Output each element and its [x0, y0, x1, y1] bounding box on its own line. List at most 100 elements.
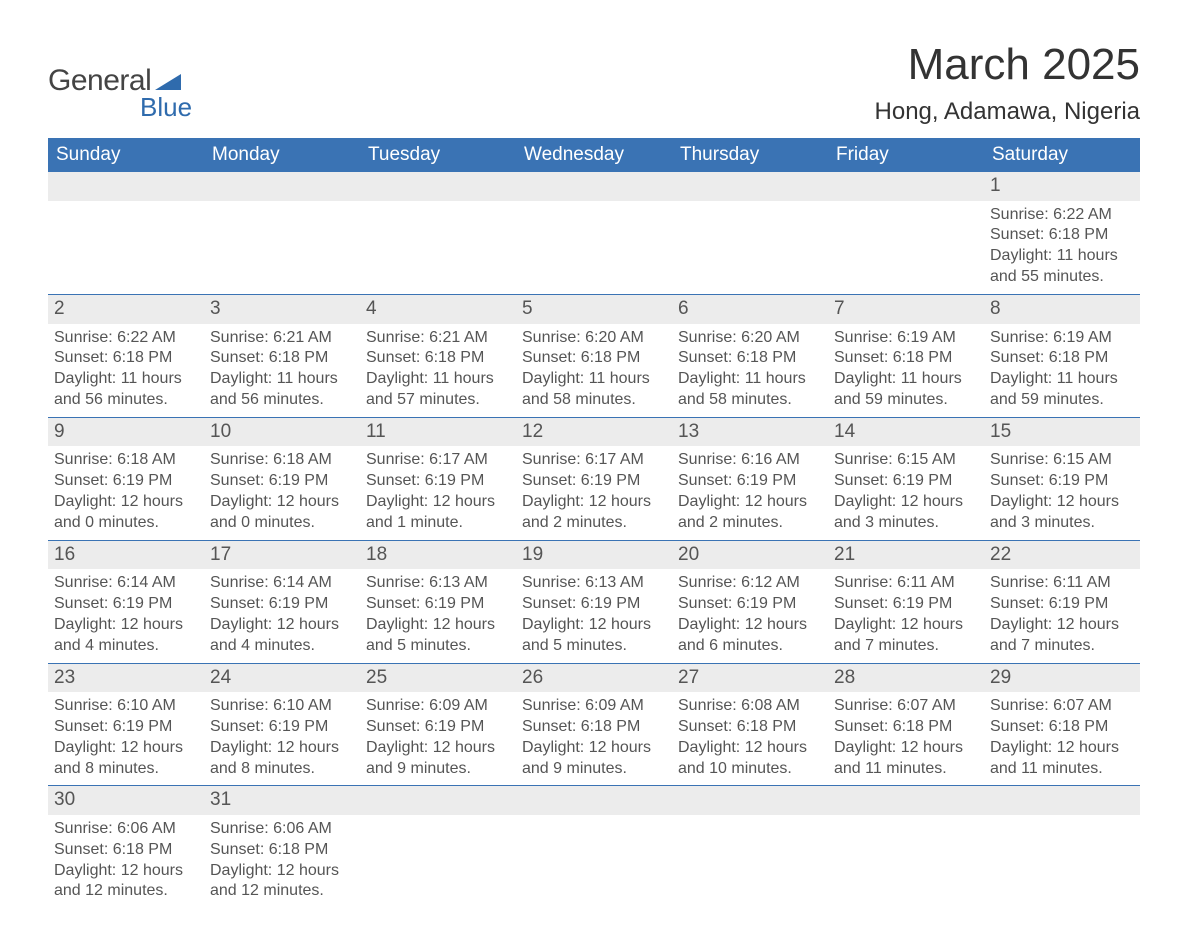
day-number-cell: 17 [204, 540, 360, 569]
daylight-line: Daylight: 12 hours and 4 minutes. [210, 615, 354, 657]
day-number-cell: 24 [204, 663, 360, 692]
daylight-line: Daylight: 12 hours and 12 minutes. [210, 861, 354, 903]
sunset-line: Sunset: 6:19 PM [990, 594, 1134, 615]
sunset-line: Sunset: 6:19 PM [834, 594, 978, 615]
day-number-cell: 2 [48, 294, 204, 323]
day-number-cell: 7 [828, 294, 984, 323]
sunrise-line: Sunrise: 6:13 AM [366, 573, 510, 594]
sunset-line: Sunset: 6:18 PM [834, 717, 978, 738]
day-number-cell [516, 172, 672, 201]
day-detail-cell [48, 201, 204, 295]
logo-word2: Blue [140, 92, 192, 123]
sunrise-line: Sunrise: 6:11 AM [834, 573, 978, 594]
day-detail-cell: Sunrise: 6:10 AMSunset: 6:19 PMDaylight:… [204, 692, 360, 786]
day-number-cell: 21 [828, 540, 984, 569]
day-detail-cell: Sunrise: 6:09 AMSunset: 6:18 PMDaylight:… [516, 692, 672, 786]
day-detail-cell: Sunrise: 6:14 AMSunset: 6:19 PMDaylight:… [204, 569, 360, 663]
month-title: March 2025 [875, 40, 1140, 90]
day-detail-cell: Sunrise: 6:14 AMSunset: 6:19 PMDaylight:… [48, 569, 204, 663]
day-detail-cell: Sunrise: 6:22 AMSunset: 6:18 PMDaylight:… [48, 324, 204, 418]
sunrise-line: Sunrise: 6:15 AM [834, 450, 978, 471]
sunrise-line: Sunrise: 6:21 AM [366, 328, 510, 349]
day-number-cell [828, 172, 984, 201]
weekday-header: Monday [204, 138, 360, 172]
daylight-line: Daylight: 12 hours and 11 minutes. [990, 738, 1134, 780]
daylight-line: Daylight: 12 hours and 8 minutes. [210, 738, 354, 780]
day-number-cell [360, 786, 516, 815]
day-number-cell: 3 [204, 294, 360, 323]
daylight-line: Daylight: 11 hours and 58 minutes. [522, 369, 666, 411]
day-number-cell [204, 172, 360, 201]
sunrise-line: Sunrise: 6:10 AM [210, 696, 354, 717]
page-header: General Blue March 2025 Hong, Adamawa, N… [48, 40, 1140, 126]
day-detail-cell: Sunrise: 6:19 AMSunset: 6:18 PMDaylight:… [828, 324, 984, 418]
day-number-cell: 25 [360, 663, 516, 692]
day-number-cell: 11 [360, 417, 516, 446]
day-number-cell: 10 [204, 417, 360, 446]
day-detail-cell: Sunrise: 6:21 AMSunset: 6:18 PMDaylight:… [204, 324, 360, 418]
daylight-line: Daylight: 11 hours and 58 minutes. [678, 369, 822, 411]
day-detail-cell: Sunrise: 6:12 AMSunset: 6:19 PMDaylight:… [672, 569, 828, 663]
day-number-cell: 29 [984, 663, 1140, 692]
day-detail-cell: Sunrise: 6:18 AMSunset: 6:19 PMDaylight:… [48, 446, 204, 540]
sunset-line: Sunset: 6:18 PM [990, 348, 1134, 369]
sunset-line: Sunset: 6:18 PM [678, 717, 822, 738]
day-number-row: 1 [48, 172, 1140, 201]
daylight-line: Daylight: 12 hours and 2 minutes. [678, 492, 822, 534]
sunrise-line: Sunrise: 6:12 AM [678, 573, 822, 594]
day-detail-cell [204, 201, 360, 295]
title-block: March 2025 Hong, Adamawa, Nigeria [875, 40, 1140, 126]
day-detail-cell: Sunrise: 6:15 AMSunset: 6:19 PMDaylight:… [828, 446, 984, 540]
day-number-cell: 27 [672, 663, 828, 692]
day-detail-cell [516, 815, 672, 908]
sunset-line: Sunset: 6:19 PM [210, 594, 354, 615]
daylight-line: Daylight: 11 hours and 55 minutes. [990, 246, 1134, 288]
sunrise-line: Sunrise: 6:10 AM [54, 696, 198, 717]
sunset-line: Sunset: 6:19 PM [522, 594, 666, 615]
daylight-line: Daylight: 12 hours and 2 minutes. [522, 492, 666, 534]
day-number-row: 23242526272829 [48, 663, 1140, 692]
logo: General Blue [48, 64, 192, 123]
day-number-cell: 16 [48, 540, 204, 569]
day-number-cell: 14 [828, 417, 984, 446]
sunset-line: Sunset: 6:19 PM [678, 471, 822, 492]
day-number-cell: 31 [204, 786, 360, 815]
day-detail-cell: Sunrise: 6:20 AMSunset: 6:18 PMDaylight:… [516, 324, 672, 418]
sunset-line: Sunset: 6:18 PM [210, 348, 354, 369]
logo-word1: General [48, 64, 151, 98]
weekday-header: Saturday [984, 138, 1140, 172]
day-number-cell [516, 786, 672, 815]
daylight-line: Daylight: 12 hours and 6 minutes. [678, 615, 822, 657]
sunset-line: Sunset: 6:19 PM [366, 471, 510, 492]
calendar-table: SundayMondayTuesdayWednesdayThursdayFrid… [48, 138, 1140, 908]
day-detail-cell [516, 201, 672, 295]
day-number-cell [672, 786, 828, 815]
sunset-line: Sunset: 6:19 PM [210, 717, 354, 738]
sunset-line: Sunset: 6:18 PM [54, 840, 198, 861]
daylight-line: Daylight: 12 hours and 10 minutes. [678, 738, 822, 780]
sunset-line: Sunset: 6:19 PM [678, 594, 822, 615]
daylight-line: Daylight: 12 hours and 3 minutes. [834, 492, 978, 534]
day-detail-cell [672, 201, 828, 295]
day-number-row: 16171819202122 [48, 540, 1140, 569]
weekday-header: Sunday [48, 138, 204, 172]
day-detail-cell: Sunrise: 6:06 AMSunset: 6:18 PMDaylight:… [204, 815, 360, 908]
day-number-cell: 20 [672, 540, 828, 569]
day-number-cell: 18 [360, 540, 516, 569]
sunrise-line: Sunrise: 6:09 AM [522, 696, 666, 717]
sunrise-line: Sunrise: 6:20 AM [522, 328, 666, 349]
sunrise-line: Sunrise: 6:08 AM [678, 696, 822, 717]
day-detail-cell: Sunrise: 6:11 AMSunset: 6:19 PMDaylight:… [828, 569, 984, 663]
calendar-body: 1 Sunrise: 6:22 AMSunset: 6:18 PMDayligh… [48, 172, 1140, 908]
day-number-cell: 23 [48, 663, 204, 692]
day-number-cell: 8 [984, 294, 1140, 323]
sunrise-line: Sunrise: 6:07 AM [834, 696, 978, 717]
sunrise-line: Sunrise: 6:20 AM [678, 328, 822, 349]
day-detail-cell: Sunrise: 6:21 AMSunset: 6:18 PMDaylight:… [360, 324, 516, 418]
sunset-line: Sunset: 6:19 PM [522, 471, 666, 492]
sunset-line: Sunset: 6:19 PM [834, 471, 978, 492]
sunrise-line: Sunrise: 6:09 AM [366, 696, 510, 717]
sunrise-line: Sunrise: 6:15 AM [990, 450, 1134, 471]
day-number-cell: 9 [48, 417, 204, 446]
day-number-cell: 28 [828, 663, 984, 692]
